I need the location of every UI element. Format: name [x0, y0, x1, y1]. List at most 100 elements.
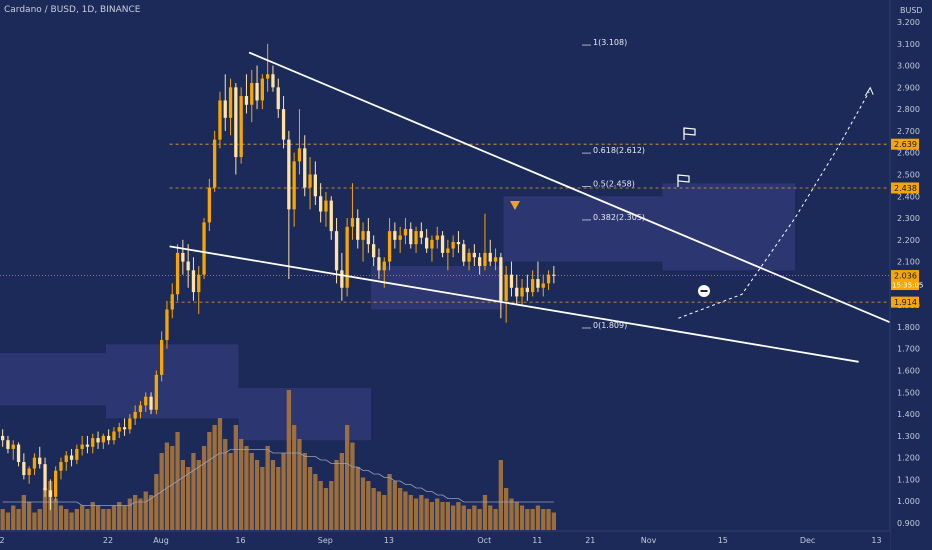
candle-60[interactable]: [319, 183, 323, 223]
candle-52[interactable]: [276, 78, 280, 118]
candle-11[interactable]: [59, 457, 63, 480]
candle-87[interactable]: [462, 239, 466, 266]
candle-100[interactable]: [531, 270, 535, 297]
candle-101[interactable]: [536, 261, 540, 293]
candle-44[interactable]: [234, 82, 238, 175]
lower-trendline[interactable]: [169, 245, 859, 363]
candle-33[interactable]: [175, 244, 180, 301]
candle-104[interactable]: [552, 265, 556, 284]
candle-86[interactable]: [456, 231, 461, 253]
candle-59[interactable]: [313, 161, 317, 205]
candle-93[interactable]: [493, 248, 498, 271]
candle-26[interactable]: [138, 401, 143, 419]
candle-16[interactable]: [85, 435, 90, 454]
candle-99[interactable]: [525, 274, 529, 301]
candle-77[interactable]: [409, 222, 413, 249]
candle-70[interactable]: [372, 235, 376, 266]
candle-97[interactable]: [515, 274, 519, 306]
candle-83[interactable]: [440, 231, 445, 258]
candle-25[interactable]: [133, 405, 137, 425]
candle-36[interactable]: [191, 257, 196, 301]
candle-90[interactable]: [478, 252, 482, 275]
candle-84[interactable]: [446, 239, 450, 271]
candle-78[interactable]: [414, 226, 418, 253]
candle-88[interactable]: [467, 248, 471, 271]
candle-43[interactable]: [228, 78, 233, 136]
candle-75[interactable]: [398, 226, 402, 253]
candle-95[interactable]: [504, 265, 508, 323]
candle-76[interactable]: [403, 218, 408, 245]
projection-path[interactable]: [678, 91, 870, 319]
candle-57[interactable]: [303, 135, 307, 197]
candle-32[interactable]: [170, 283, 174, 319]
candle-51[interactable]: [271, 65, 275, 92]
remove-circle-icon[interactable]: [698, 285, 710, 297]
candle-3[interactable]: [16, 442, 21, 467]
candle-39[interactable]: [207, 178, 211, 232]
candle-35[interactable]: [186, 244, 190, 288]
candle-38[interactable]: [202, 218, 206, 280]
candle-18[interactable]: [96, 431, 100, 449]
candle-73[interactable]: [387, 218, 392, 271]
candle-4[interactable]: [22, 453, 26, 480]
candle-0[interactable]: [1, 429, 5, 447]
candle-69[interactable]: [366, 218, 370, 253]
candle-79[interactable]: [419, 222, 423, 245]
candle-94[interactable]: [499, 252, 503, 319]
candle-62[interactable]: [329, 196, 333, 240]
candle-71[interactable]: [377, 248, 381, 280]
candle-48[interactable]: [255, 65, 259, 110]
candle-98[interactable]: [520, 279, 524, 306]
candle-9[interactable]: [48, 479, 52, 510]
candle-53[interactable]: [281, 96, 286, 149]
candle-20[interactable]: [107, 429, 111, 445]
candle-63[interactable]: [334, 218, 339, 284]
candle-82[interactable]: [435, 226, 439, 249]
candle-65[interactable]: [345, 218, 349, 297]
candle-66[interactable]: [350, 183, 355, 240]
candle-46[interactable]: [244, 74, 249, 114]
candle-80[interactable]: [425, 228, 429, 253]
candle-89[interactable]: [472, 244, 476, 266]
candle-6[interactable]: [32, 453, 37, 476]
candle-74[interactable]: [393, 222, 397, 249]
candle-42[interactable]: [223, 74, 227, 131]
candle-49[interactable]: [260, 74, 264, 110]
candle-85[interactable]: [451, 235, 455, 258]
candle-31[interactable]: [165, 300, 169, 349]
candle-5[interactable]: [27, 466, 31, 484]
candle-56[interactable]: [297, 109, 302, 175]
candle-24[interactable]: [128, 414, 132, 434]
candle-23[interactable]: [122, 418, 127, 436]
candle-8[interactable]: [43, 457, 47, 497]
candle-61[interactable]: [324, 191, 328, 227]
candle-29[interactable]: [154, 370, 158, 415]
candle-34[interactable]: [181, 239, 185, 275]
candle-96[interactable]: [509, 261, 514, 297]
candle-55[interactable]: [292, 152, 296, 227]
candle-92[interactable]: [488, 239, 492, 266]
candle-37[interactable]: [197, 265, 201, 314]
candle-1[interactable]: [6, 435, 10, 454]
candle-81[interactable]: [430, 235, 434, 262]
candle-10[interactable]: [54, 466, 58, 502]
candle-12[interactable]: [64, 451, 68, 471]
candle-64[interactable]: [340, 252, 344, 301]
candle-17[interactable]: [91, 433, 95, 454]
candle-102[interactable]: [541, 274, 545, 297]
candle-47[interactable]: [250, 69, 254, 123]
candle-2[interactable]: [11, 440, 15, 460]
candle-28[interactable]: [149, 392, 153, 415]
candle-103[interactable]: [546, 270, 551, 290]
candle-22[interactable]: [117, 422, 121, 439]
candle-91[interactable]: [483, 213, 487, 271]
candle-15[interactable]: [80, 435, 84, 456]
candle-68[interactable]: [361, 222, 365, 262]
candle-27[interactable]: [144, 392, 148, 412]
candle-13[interactable]: [69, 448, 74, 467]
upper-trendline[interactable]: [248, 51, 902, 328]
candle-40[interactable]: [213, 130, 217, 192]
time-axis[interactable]: 222Aug16Sep13Oct1121Nov15Dec132022: [0, 530, 932, 550]
candle-7[interactable]: [38, 446, 42, 469]
